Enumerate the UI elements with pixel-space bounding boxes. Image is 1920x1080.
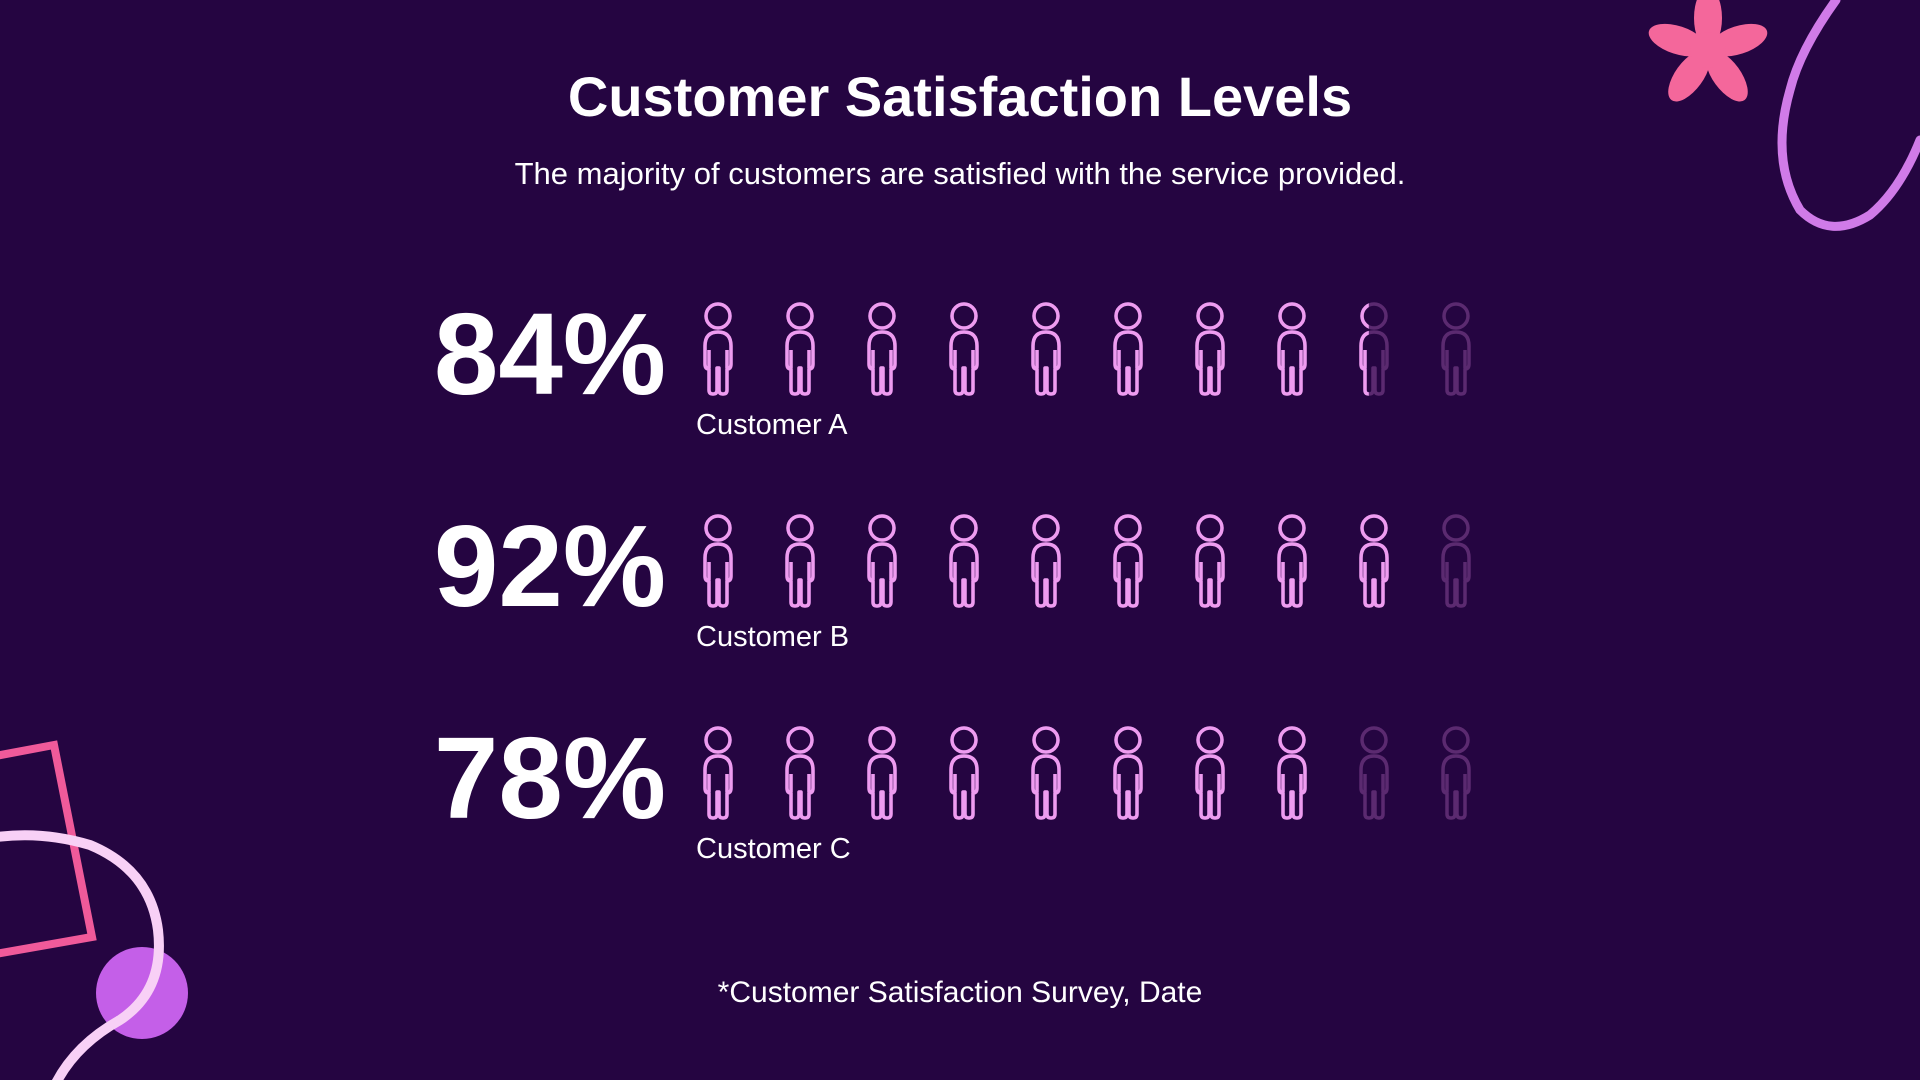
person-icon bbox=[1195, 302, 1225, 396]
person-icon bbox=[703, 302, 733, 396]
value-label: 92% bbox=[434, 501, 666, 631]
person-icon bbox=[867, 514, 897, 608]
category-label: Customer B bbox=[696, 621, 849, 653]
person-icon bbox=[1441, 726, 1471, 820]
person-icon bbox=[785, 302, 815, 396]
person-icon bbox=[1113, 302, 1143, 396]
chart-title: Customer Satisfaction Levels bbox=[568, 65, 1352, 128]
person-icon bbox=[949, 726, 979, 820]
person-icon bbox=[949, 302, 979, 396]
person-icon bbox=[1031, 514, 1061, 608]
person-icon bbox=[1195, 514, 1225, 608]
person-icon bbox=[1359, 726, 1389, 820]
category-label: Customer C bbox=[696, 833, 851, 865]
person-icon bbox=[1195, 726, 1225, 820]
person-icon bbox=[785, 514, 815, 608]
person-icon bbox=[1277, 726, 1307, 820]
person-icon bbox=[949, 514, 979, 608]
person-icon bbox=[1441, 302, 1471, 396]
footnote: *Customer Satisfaction Survey, Date bbox=[718, 976, 1203, 1009]
person-icon bbox=[1359, 514, 1389, 608]
value-label: 84% bbox=[434, 289, 666, 419]
person-icon bbox=[1359, 302, 1389, 396]
person-icon bbox=[1277, 302, 1307, 396]
person-icon bbox=[703, 726, 733, 820]
person-icon bbox=[703, 514, 733, 608]
decor-top-right bbox=[1648, 0, 1920, 231]
person-icon bbox=[1031, 302, 1061, 396]
value-label: 78% bbox=[434, 713, 666, 843]
chart-subtitle: The majority of customers are satisfied … bbox=[515, 156, 1406, 191]
person-icon bbox=[1113, 514, 1143, 608]
person-icon bbox=[867, 302, 897, 396]
person-icon bbox=[867, 726, 897, 820]
person-icon bbox=[1113, 726, 1143, 820]
decor-bottom-left bbox=[0, 740, 188, 1080]
person-icon bbox=[1031, 726, 1061, 820]
person-icon bbox=[1277, 514, 1307, 608]
person-icon bbox=[785, 726, 815, 820]
category-label: Customer A bbox=[696, 409, 848, 441]
person-icon bbox=[1441, 514, 1471, 608]
